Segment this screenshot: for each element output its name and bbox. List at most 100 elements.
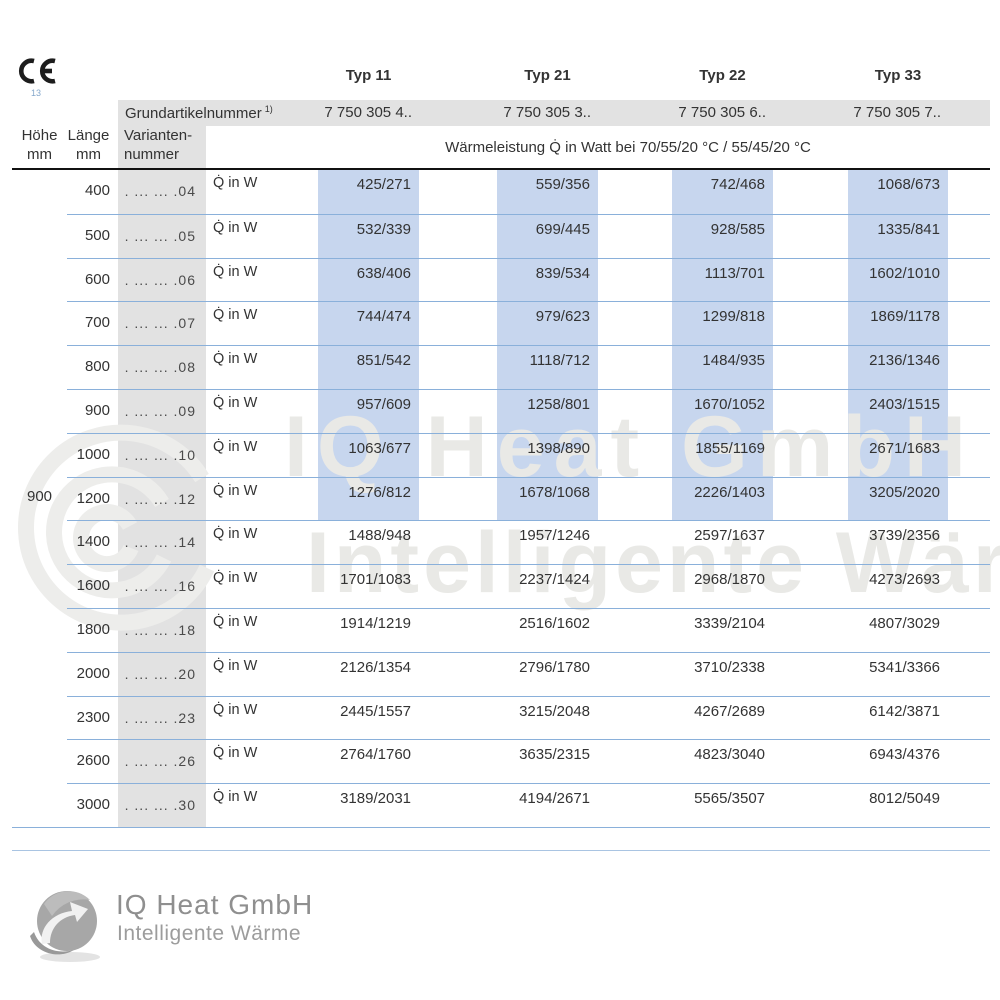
- table-bottom-line: [12, 827, 990, 828]
- hoehe-cell: [12, 389, 67, 433]
- value-typ21-cell: 1118/712: [497, 345, 598, 389]
- value-typ21-cell: 559/356: [535, 176, 590, 193]
- value-typ33-cell: 6943/4376: [848, 739, 948, 783]
- laenge-cell: 600: [67, 257, 115, 302]
- value-typ22-cell: 928/585: [672, 213, 773, 258]
- table-row: 1200 . ... ... .12 Q̇ in W 1276/812 1678…: [12, 476, 990, 521]
- value-typ21-cell: 839/534: [497, 257, 598, 302]
- variante-cell: . ... ... .26: [118, 739, 206, 783]
- variante-cell: . ... ... .12: [118, 476, 206, 521]
- value-typ21-cell: 1258/801: [497, 388, 598, 433]
- typ11-highlight-column: [318, 170, 419, 520]
- variante-header-line2: nummer: [124, 146, 180, 163]
- laenge-header-line2: mm: [76, 146, 101, 163]
- table-row: 500 . ... ... .05 Q̇ in W 532/339 699/44…: [12, 213, 990, 258]
- value-typ11-cell: 1276/812: [318, 476, 419, 521]
- table-row: 400 . ... ... .04 Q̇ in W 425/271 559/35…: [12, 170, 990, 214]
- variante-cell: . ... ... .07: [118, 301, 206, 345]
- hoehe-header-line1: Höhe: [21, 127, 58, 144]
- value-typ22-cell: 742/468: [710, 176, 765, 193]
- value-typ11-cell: 3189/2031: [318, 783, 419, 827]
- q-label-cell: Q̇ in W: [206, 388, 313, 433]
- hoehe-cell: [12, 170, 67, 214]
- value-typ21-cell: 1678/1068: [497, 476, 598, 521]
- hoehe-cell: [12, 696, 67, 740]
- table-row: 1400 . ... ... .14 Q̇ in W 1488/948 1957…: [12, 520, 990, 564]
- table-row: 1000 . ... ... .10 Q̇ in W 1063/677 1398…: [12, 432, 990, 477]
- q-label-cell: Q̇ in W: [206, 301, 313, 345]
- value-typ21-cell: 1957/1246: [497, 520, 598, 564]
- value-typ33-cell: 2136/1346: [848, 345, 948, 389]
- hoehe-column-header: Höhe mm: [12, 126, 67, 164]
- value-typ22-cell: 4823/3040: [672, 739, 773, 783]
- value-typ33-cell: 3205/2020: [848, 476, 948, 521]
- variante-cell: . ... ... .20: [118, 651, 206, 696]
- hoehe-cell: [12, 345, 67, 389]
- grundartikelnummer-text: Grundartikelnummer: [125, 105, 262, 122]
- header-separator-line: [12, 168, 990, 170]
- laenge-cell: 1200: [67, 476, 115, 521]
- q-label-cell: Q̇ in W: [206, 432, 313, 477]
- typ21-highlight-column: [497, 170, 598, 520]
- value-typ33-cell: 6142/3871: [848, 695, 948, 740]
- laenge-cell: 700: [67, 301, 115, 345]
- variante-cell: . ... ... .05: [118, 213, 206, 258]
- value-typ33-cell: 2403/1515: [848, 388, 948, 433]
- ce-mark-icon: [18, 58, 56, 84]
- value-typ11-cell: 957/609: [318, 388, 419, 433]
- value-typ11-cell: 851/542: [318, 345, 419, 389]
- laenge-cell: 1400: [67, 520, 115, 564]
- q-label-cell: Q̇ in W: [206, 476, 313, 521]
- value-typ22-cell: 3339/2104: [672, 607, 773, 652]
- variante-cell: . ... ... .04: [124, 183, 196, 199]
- q-label-cell: Q̇ in W: [206, 564, 313, 608]
- value-typ21-cell: 979/623: [497, 301, 598, 345]
- hoehe-value: 900: [26, 488, 53, 505]
- laenge-cell: 400: [84, 182, 110, 199]
- hoehe-cell: [12, 433, 67, 477]
- grundartikelnummer-band: [118, 100, 990, 126]
- table-row: 900 . ... ... .09 Q̇ in W 957/609 1258/8…: [12, 388, 990, 433]
- q-label-cell: Q̇ in W: [206, 783, 313, 827]
- hoehe-cell: [12, 214, 67, 258]
- value-typ11-cell: 1488/948: [318, 520, 419, 564]
- table-row: 600 . ... ... .06 Q̇ in W 638/406 839/53…: [12, 257, 990, 302]
- footer-rule: [12, 850, 990, 851]
- variante-cell: . ... ... .09: [118, 388, 206, 433]
- q-label-cell: Q̇ in W: [206, 257, 313, 302]
- table-row: 2000 . ... ... .20 Q̇ in W 2126/1354 279…: [12, 651, 990, 696]
- value-typ33-cell: 1869/1178: [848, 301, 948, 345]
- q-label-cell: Q̇ in W: [206, 695, 313, 740]
- value-typ33-cell: 5341/3366: [848, 651, 948, 696]
- laenge-cell: 900: [67, 388, 115, 433]
- q-label-cell: Q̇ in W: [213, 175, 258, 191]
- value-typ33-cell: 1068/673: [877, 176, 940, 193]
- table-row: 3000 . ... ... .30 Q̇ in W 3189/2031 419…: [12, 783, 990, 827]
- value-typ22-cell: 4267/2689: [672, 695, 773, 740]
- table-row: 700 . ... ... .07 Q̇ in W 744/474 979/62…: [12, 301, 990, 345]
- q-label-cell: Q̇ in W: [206, 607, 313, 652]
- value-typ33-cell: 4273/2693: [848, 564, 948, 608]
- typ22-highlight-column: [672, 170, 773, 520]
- hoehe-cell: [12, 783, 67, 827]
- company-name: IQ Heat GmbH: [116, 889, 314, 920]
- value-typ22-cell: 1113/701: [672, 257, 773, 302]
- value-typ21-cell: 699/445: [497, 213, 598, 258]
- laenge-cell: 1600: [67, 564, 115, 608]
- value-typ22-cell: 3710/2338: [672, 651, 773, 696]
- grundartikelnummer-typ22: 7 750 305 6..: [678, 104, 766, 121]
- typ11-header: Typ 11: [345, 67, 392, 84]
- hoehe-cell: [12, 258, 67, 302]
- value-typ11-cell: 2126/1354: [318, 651, 419, 696]
- value-typ22-cell: 2597/1637: [672, 520, 773, 564]
- value-typ21-cell: 4194/2671: [497, 783, 598, 827]
- q-label-cell: Q̇ in W: [206, 345, 313, 389]
- variante-cell: . ... ... .10: [118, 432, 206, 477]
- laenge-cell: 500: [67, 213, 115, 258]
- typ33-highlight-column: [848, 170, 948, 520]
- value-typ33-cell: 3739/2356: [848, 520, 948, 564]
- value-typ11-cell: 425/271: [356, 176, 411, 193]
- value-typ21-cell: 2796/1780: [497, 651, 598, 696]
- value-typ22-cell: 1299/818: [672, 301, 773, 345]
